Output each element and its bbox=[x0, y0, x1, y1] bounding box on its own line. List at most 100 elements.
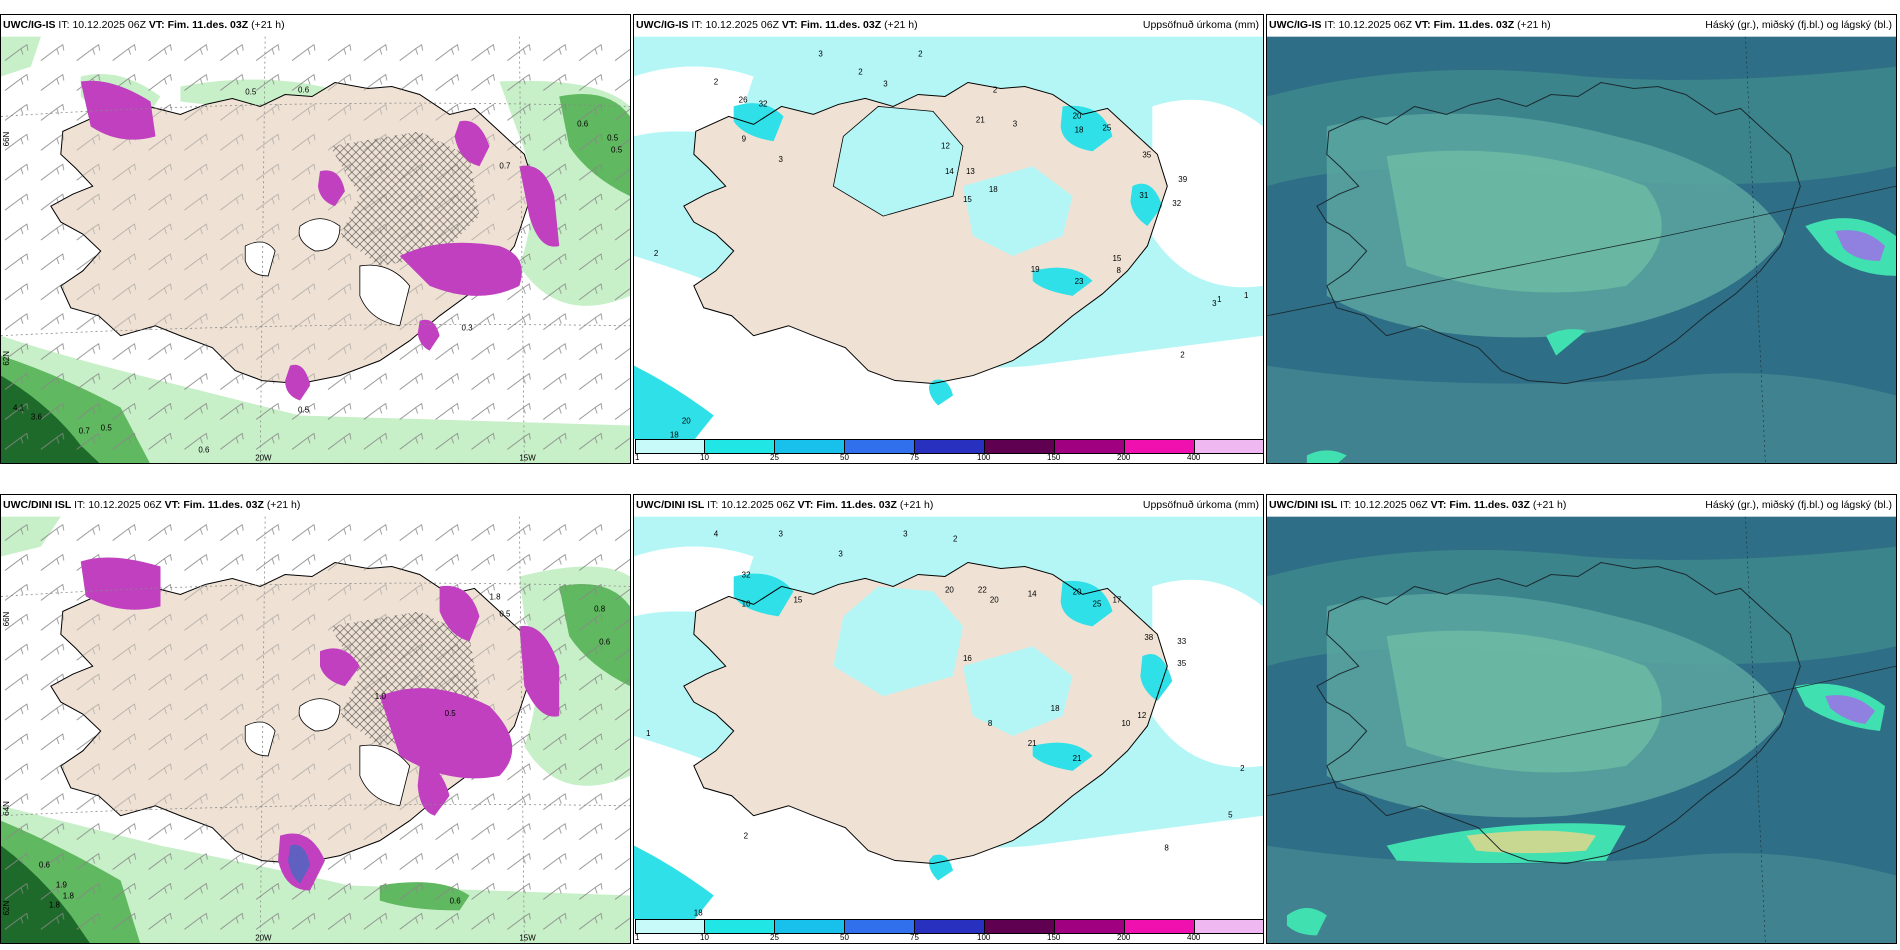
colorbar-label: 400 bbox=[1187, 933, 1201, 942]
colorbar-swatch bbox=[1054, 439, 1125, 454]
colorbar-label: 150 bbox=[1047, 453, 1061, 462]
colorbar-swatch bbox=[1124, 919, 1195, 934]
colorbar-label: 100 bbox=[977, 453, 991, 462]
lon-label: 20W bbox=[255, 453, 272, 462]
colorbar-swatch bbox=[914, 439, 985, 454]
precip-value: 1 bbox=[1244, 291, 1249, 300]
precip-value: 22 bbox=[978, 585, 987, 594]
precip-value: 18 bbox=[989, 185, 998, 194]
colorbar-swatch bbox=[914, 919, 985, 934]
precip-value: 21 bbox=[976, 115, 985, 124]
wind-value: 4.1 bbox=[13, 403, 25, 412]
precip-value: 8 bbox=[988, 719, 993, 728]
wind-value: 0.5 bbox=[445, 709, 457, 718]
colorbar: 1 10 25 50 75 100 150 200 400 bbox=[634, 919, 1263, 943]
colorbar-label: 200 bbox=[1117, 453, 1131, 462]
colorbar-swatch bbox=[1124, 439, 1195, 454]
colorbar-swatch bbox=[844, 439, 915, 454]
colorbar-swatch bbox=[1054, 919, 1125, 934]
wind-value: 1.8 bbox=[489, 592, 501, 601]
precip-value: 15 bbox=[963, 195, 972, 204]
precip-value: 17 bbox=[1112, 595, 1121, 604]
wind-value: 0.5 bbox=[607, 133, 619, 142]
precip-value: 4 bbox=[714, 530, 719, 539]
lat-label: 62N bbox=[2, 901, 11, 916]
precip-value: 3 bbox=[779, 155, 784, 164]
precip-value: 26 bbox=[739, 95, 748, 104]
precip-value: 3 bbox=[818, 50, 823, 59]
colorbar-label: 25 bbox=[770, 933, 779, 942]
precip-value: 21 bbox=[1028, 739, 1037, 748]
precip-value: 8 bbox=[1116, 266, 1121, 275]
precip-value: 35 bbox=[1142, 150, 1151, 159]
colorbar-label: 1 bbox=[635, 453, 640, 462]
colorbar-label: 100 bbox=[977, 933, 991, 942]
precip-value: 10 bbox=[1121, 719, 1130, 728]
precip-value: 13 bbox=[966, 167, 975, 176]
precip-value: 2 bbox=[918, 50, 923, 59]
wind-value: 1.9 bbox=[56, 881, 68, 890]
precip-value: 39 bbox=[1178, 175, 1187, 184]
precip-value: 12 bbox=[1137, 711, 1146, 720]
lat-label: 66N bbox=[2, 611, 11, 626]
precip-value: 18 bbox=[694, 908, 703, 917]
colorbar-swatch bbox=[844, 919, 915, 934]
precip-value: 8 bbox=[1164, 844, 1169, 853]
precip-value: 3 bbox=[1212, 299, 1217, 308]
precip-value: 15 bbox=[793, 595, 802, 604]
wind-value: 1.8 bbox=[49, 900, 61, 909]
precip-value: 2 bbox=[714, 77, 719, 86]
wind-map: 0.5 0.6 0.6 0.5 0.5 4.1 3.6 0.7 0.5 0.6 … bbox=[1, 36, 630, 463]
precip-map: 4 3 3 3 2 32 10 15 20 22 20 14 20 25 17 … bbox=[634, 516, 1263, 921]
wind-value: 0.5 bbox=[298, 405, 310, 414]
colorbar-label: 10 bbox=[700, 453, 709, 462]
precip-value: 35 bbox=[1177, 659, 1186, 668]
wind-value: 0.6 bbox=[577, 119, 589, 128]
colorbar-label: 200 bbox=[1117, 933, 1131, 942]
colorbar-swatch bbox=[1194, 919, 1263, 934]
wind-value: 0.6 bbox=[298, 86, 310, 95]
precip-value: 32 bbox=[742, 570, 751, 579]
colorbar-label: 400 bbox=[1187, 453, 1201, 462]
precip-value: 16 bbox=[963, 654, 972, 663]
precip-value: 3 bbox=[903, 530, 908, 539]
colorbar-swatch bbox=[774, 439, 845, 454]
precip-value: 12 bbox=[941, 141, 950, 150]
colorbar-label: 1 bbox=[635, 933, 640, 942]
precip-value: 3 bbox=[1013, 119, 1018, 128]
cloud-map bbox=[1267, 516, 1896, 943]
wind-value: 0.6 bbox=[599, 637, 611, 646]
precip-value: 38 bbox=[1144, 633, 1153, 642]
wind-value: 0.7 bbox=[79, 426, 91, 435]
precip-value: 20 bbox=[682, 416, 691, 425]
precip-value: 5 bbox=[1228, 811, 1233, 820]
wind-value: 0.6 bbox=[450, 896, 462, 905]
colorbar-swatch bbox=[704, 439, 775, 454]
colorbar-swatch bbox=[1194, 439, 1263, 454]
colorbar-label: 75 bbox=[910, 453, 919, 462]
colorbar-swatch bbox=[774, 919, 845, 934]
wind-value: 0.5 bbox=[101, 423, 113, 432]
panel-header: UWC/DINI ISL IT: 10.12.2025 06Z VT: Fim.… bbox=[634, 495, 1263, 516]
colorbar-swatch bbox=[984, 919, 1055, 934]
lon-label: 15W bbox=[519, 933, 536, 942]
lat-label: 62N bbox=[2, 351, 11, 366]
wind-value: 0.5 bbox=[499, 609, 511, 618]
panel-header: UWC/DINI ISL IT: 10.12.2025 06Z VT: Fim.… bbox=[1267, 495, 1896, 516]
wind-value: 3.6 bbox=[31, 412, 43, 421]
precip-value: 1 bbox=[1217, 295, 1222, 304]
precip-value: 20 bbox=[1073, 587, 1082, 596]
wind-precip-panel-row1: UWC/IG-IS IT: 10.12.2025 06Z VT: Fim. 11… bbox=[0, 14, 631, 464]
precip-value: 20 bbox=[945, 585, 954, 594]
wind-value: 0.3 bbox=[462, 324, 474, 333]
cloud-map bbox=[1267, 36, 1896, 463]
colorbar: 1 10 25 50 75 100 150 200 400 bbox=[634, 439, 1263, 463]
colorbar-label: 50 bbox=[840, 453, 849, 462]
colorbar-swatch bbox=[635, 439, 705, 454]
precip-value: 2 bbox=[1240, 764, 1245, 773]
colorbar-label: 75 bbox=[910, 933, 919, 942]
precip-panel-row1: UWC/IG-IS IT: 10.12.2025 06Z VT: Fim. 11… bbox=[633, 14, 1264, 464]
cloud-panel-row1: UWC/IG-IS IT: 10.12.2025 06Z VT: Fim. 11… bbox=[1266, 14, 1897, 464]
precip-value: 2 bbox=[858, 68, 863, 77]
precip-value: 2 bbox=[744, 832, 749, 841]
